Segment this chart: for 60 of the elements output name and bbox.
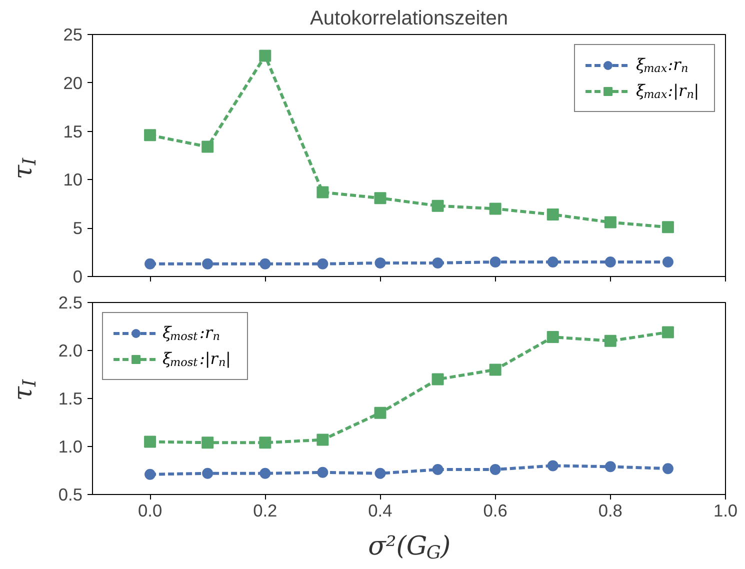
y-tick-label: 1.0 [58, 436, 83, 456]
point [547, 460, 558, 472]
point [490, 464, 501, 476]
point [489, 364, 502, 376]
point [547, 256, 558, 268]
y-axis-title: τI [8, 378, 41, 401]
y-tick-label: 15 [63, 121, 83, 142]
x-tick-label: 0.0 [138, 500, 162, 520]
point [432, 464, 444, 476]
y-tick-label: 2.0 [58, 340, 83, 360]
point [662, 256, 674, 268]
y-tick-label: 2.5 [58, 292, 83, 312]
point [490, 256, 501, 268]
point [604, 334, 616, 347]
point [144, 468, 156, 480]
point [604, 256, 616, 268]
point [546, 331, 559, 344]
y-tick-label: 1.5 [58, 388, 83, 408]
point [432, 373, 444, 386]
point [259, 50, 272, 62]
y-tick-label: 5 [72, 218, 83, 238]
y-axis-title: τI [8, 157, 41, 180]
point [662, 463, 674, 474]
x-tick-label: 0.6 [483, 500, 508, 520]
point [374, 192, 386, 204]
x-tick-label: 0.2 [253, 500, 278, 520]
point [260, 258, 271, 270]
point [144, 436, 156, 448]
point [374, 406, 386, 419]
point [432, 200, 444, 212]
x-tick-label: 1.0 [713, 500, 738, 520]
point [662, 221, 674, 234]
y-tick-label: 0.5 [58, 484, 83, 504]
y-tick-label: 25 [63, 24, 83, 44]
point [374, 257, 386, 268]
chart-title: Autokorrelationszeiten [310, 8, 508, 30]
point [432, 257, 444, 268]
point [604, 216, 616, 228]
point [202, 468, 214, 479]
point [144, 258, 156, 270]
point [374, 468, 386, 479]
point [316, 186, 329, 198]
point [202, 258, 214, 270]
y-tick-label: 10 [63, 170, 83, 190]
x-tick-label: 0.4 [368, 500, 393, 520]
point [489, 202, 502, 215]
point [144, 129, 156, 142]
point [202, 140, 214, 153]
point [662, 326, 674, 338]
point [259, 436, 272, 449]
point [604, 461, 616, 472]
point [317, 258, 328, 270]
y-tick-label: 20 [63, 72, 83, 93]
point [317, 466, 328, 478]
point [546, 208, 559, 221]
point [316, 434, 329, 446]
x-tick-label: 0.8 [598, 500, 622, 520]
y-tick-label: 0 [72, 266, 83, 286]
point [202, 436, 214, 449]
point [260, 468, 271, 479]
